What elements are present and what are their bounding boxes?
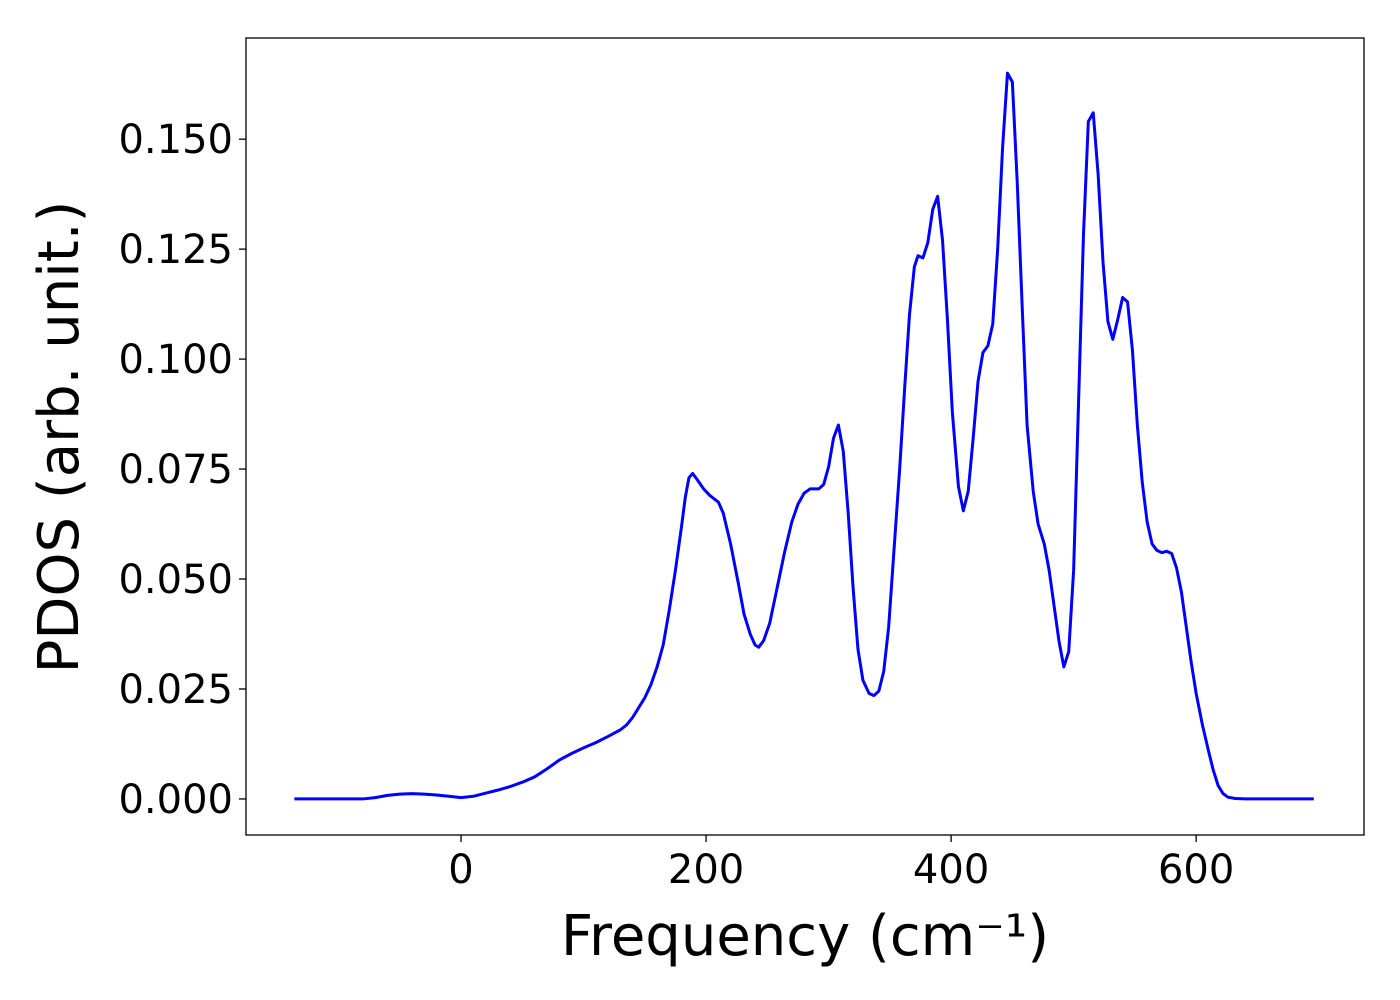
y-tick-label: 0.000 — [118, 777, 233, 823]
y-tick-label: 0.025 — [118, 667, 233, 713]
y-tick-label: 0.100 — [118, 337, 233, 383]
y-tick-label: 0.150 — [118, 117, 233, 163]
x-tick-label: 0 — [448, 847, 473, 893]
y-tick-label: 0.050 — [118, 557, 233, 603]
y-tick-label: 0.075 — [118, 447, 233, 493]
x-tick-label: 200 — [668, 847, 744, 893]
plot-frame — [245, 37, 1365, 836]
data-line — [294, 71, 1314, 801]
y-tick-label: 0.125 — [118, 227, 233, 273]
x-tick-label: 400 — [913, 847, 989, 893]
x-axis-label: Frequency (cm⁻¹) — [561, 904, 1049, 969]
y-axis-label: PDOS (arb. unit.) — [27, 201, 92, 674]
x-tick-label: 600 — [1158, 847, 1234, 893]
